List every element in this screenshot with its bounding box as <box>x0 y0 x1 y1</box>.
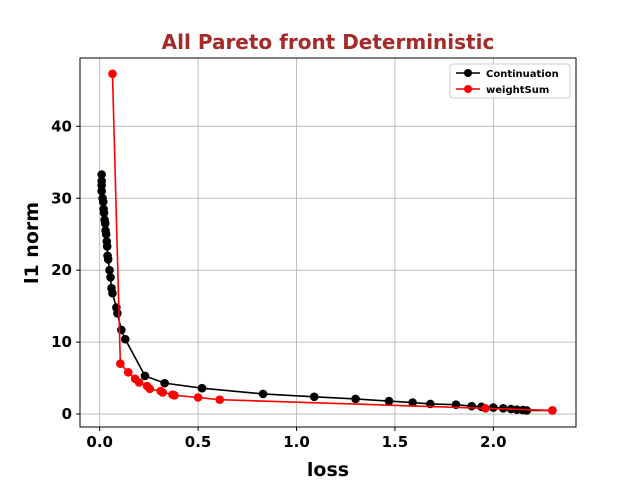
data-point-continuation <box>97 170 106 179</box>
legend-label: weightSum <box>486 85 549 96</box>
x-ticks: 0.0 0.5 1.0 1.5 2.0 <box>86 427 507 451</box>
data-point-continuation <box>489 403 498 412</box>
data-point-continuation <box>467 401 476 411</box>
data-point-continuation <box>384 396 394 406</box>
y-tick-label: 40 <box>51 117 72 135</box>
data-point-weightsum <box>108 69 117 79</box>
y-tick-label: 0 <box>62 405 72 423</box>
plot-frame <box>79 57 577 428</box>
data-point-continuation <box>97 186 106 196</box>
series-line-continuation <box>100 174 553 412</box>
data-point-continuation <box>106 273 115 282</box>
series-line-weightsum <box>111 73 553 412</box>
data-point-continuation <box>101 229 111 239</box>
data-point-continuation <box>197 383 207 393</box>
legend-label: Continuation <box>486 69 559 80</box>
data-point-continuation <box>108 288 117 298</box>
data-point-continuation <box>258 389 268 399</box>
data-point-continuation <box>160 378 169 388</box>
legend-swatch-marker <box>464 69 472 77</box>
series-layer <box>97 69 557 415</box>
legend-swatch-marker <box>464 85 472 93</box>
y-axis-label: l1 norm <box>21 202 43 284</box>
legend-item-continuation: Continuation <box>456 69 559 80</box>
legend: Continuation weightSum <box>449 63 571 99</box>
data-point-continuation <box>120 334 130 344</box>
chart-title: All Pareto front Deterministic <box>162 30 495 54</box>
data-point-continuation <box>100 219 110 228</box>
data-point-weightsum <box>116 359 125 369</box>
data-point-continuation <box>113 309 122 318</box>
y-tick-label: 30 <box>51 189 72 207</box>
data-point-continuation <box>408 398 417 407</box>
data-point-continuation <box>105 265 114 275</box>
x-axis-label: loss <box>307 459 349 480</box>
data-point-continuation <box>99 208 109 217</box>
data-point-weightsum <box>158 388 167 397</box>
data-point-continuation <box>309 392 319 402</box>
x-tick-label: 1.0 <box>283 433 310 451</box>
y-tick-label: 20 <box>51 261 72 279</box>
x-tick-label: 2.0 <box>480 433 507 451</box>
series-weightsum <box>108 69 557 415</box>
grid-lines <box>80 58 576 427</box>
data-point-weightsum <box>123 368 133 377</box>
data-point-weightsum <box>481 403 490 413</box>
data-point-weightsum <box>134 378 144 387</box>
x-tick-label: 0.5 <box>185 433 212 451</box>
y-ticks: 0 10 20 30 40 <box>51 117 80 423</box>
data-point-weightsum <box>215 395 225 404</box>
data-point-weightsum <box>145 384 155 394</box>
data-point-weightsum <box>193 393 203 402</box>
data-point-weightsum <box>548 406 557 415</box>
data-point-continuation <box>103 255 113 264</box>
data-point-continuation <box>351 394 360 404</box>
data-point-continuation <box>140 371 150 381</box>
x-tick-label: 0.0 <box>86 433 113 451</box>
data-point-continuation <box>98 197 108 207</box>
legend-item-weightsum: weightSum <box>456 85 549 96</box>
x-tick-label: 1.5 <box>382 433 409 451</box>
data-point-continuation <box>522 406 532 415</box>
series-continuation <box>97 170 557 415</box>
y-tick-label: 10 <box>51 333 72 351</box>
data-point-weightsum <box>170 391 179 400</box>
data-point-continuation <box>102 242 112 251</box>
data-point-continuation <box>117 325 126 335</box>
